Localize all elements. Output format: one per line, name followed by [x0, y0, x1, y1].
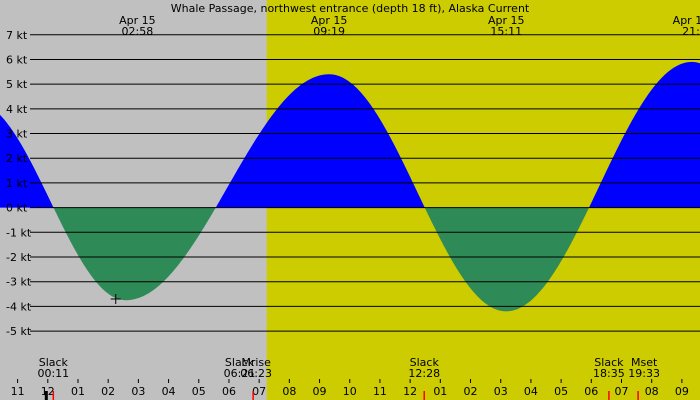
extremum-time: 02:58	[122, 25, 154, 38]
extremum-time: 21:	[682, 25, 700, 38]
hour-tick-label: 02	[464, 385, 478, 398]
hour-tick-label: 09	[675, 385, 689, 398]
hour-tick-label: 03	[131, 385, 145, 398]
hour-tick-label: 08	[645, 385, 659, 398]
hour-tick-label: 06	[584, 385, 598, 398]
flood-area	[0, 61, 700, 208]
current-wave-areas	[0, 61, 700, 312]
y-tick-label: 6 kt	[6, 53, 28, 66]
y-tick-label: 0 kt	[6, 202, 28, 215]
y-tick-label: -1 kt	[6, 226, 32, 239]
hour-tick-label: 10	[343, 385, 357, 398]
y-tick-label: -2 kt	[6, 251, 32, 264]
extremum-time: 15:11	[490, 25, 522, 38]
y-tick-label: -3 kt	[6, 276, 32, 289]
event-name: Slack	[410, 356, 440, 369]
hour-tick-label: 02	[101, 385, 115, 398]
ebb-area	[0, 207, 700, 312]
event-name: Slack	[39, 356, 69, 369]
extremum-date: Apr 15	[488, 14, 525, 27]
hour-tick-label: 01	[71, 385, 85, 398]
hour-tick-label: 11	[373, 385, 387, 398]
event-time: 06:23	[240, 367, 272, 380]
event-name: Slack	[594, 356, 624, 369]
hour-tick-label: 08	[282, 385, 296, 398]
current-time-marker	[44, 391, 48, 400]
hour-tick-label: 04	[524, 385, 538, 398]
hour-tick-label: 09	[313, 385, 327, 398]
gridlines	[30, 34, 700, 332]
y-tick-label: 7 kt	[6, 29, 28, 42]
event-time: 12:28	[408, 367, 440, 380]
y-tick-label: 4 kt	[6, 103, 28, 116]
event-labels: Slack00:11Slack06:21Mrise06:23Slack12:28…	[37, 356, 660, 380]
y-axis-labels: -5 kt -4 kt -3 kt -2 kt -1 kt 0 kt 1 kt 2 kt 3 k…	[6, 29, 32, 338]
hour-tick-label: 11	[11, 385, 25, 398]
hour-tick-label: 04	[162, 385, 176, 398]
hour-tick-label: 05	[192, 385, 206, 398]
y-tick-label: -5 kt	[6, 325, 32, 338]
extremum-date: Apr 15	[311, 14, 348, 27]
hour-tick-label: 06	[222, 385, 236, 398]
hour-tick-label: 12	[403, 385, 417, 398]
y-tick-label: 1 kt	[6, 177, 28, 190]
hour-tick-label: 07	[252, 385, 266, 398]
event-time: 18:35	[593, 367, 625, 380]
y-tick-label: -4 kt	[6, 300, 32, 313]
hour-axis: 1112010203040506070809101112010203040506…	[11, 379, 689, 400]
event-time: 06:21	[224, 367, 256, 380]
event-name: Mset	[631, 356, 658, 369]
y-tick-label: 3 kt	[6, 128, 28, 141]
event-time: 00:11	[37, 367, 69, 380]
event-name: Mrise	[241, 356, 271, 369]
extremum-date: Apr 15	[119, 14, 156, 27]
extremum-time: 09:19	[313, 25, 345, 38]
hour-tick-label: 03	[494, 385, 508, 398]
chart-title: Whale Passage, northwest entrance (depth…	[171, 2, 530, 15]
hour-tick-label: 07	[614, 385, 628, 398]
hour-tick-label: 05	[554, 385, 568, 398]
now-marker	[110, 293, 121, 304]
hour-tick-label: 01	[433, 385, 447, 398]
event-name: Slack	[225, 356, 255, 369]
y-tick-label: 5 kt	[6, 78, 28, 91]
y-tick-label: 2 kt	[6, 152, 28, 165]
extremum-date: Apr 15	[673, 14, 700, 27]
event-time: 19:33	[628, 367, 660, 380]
